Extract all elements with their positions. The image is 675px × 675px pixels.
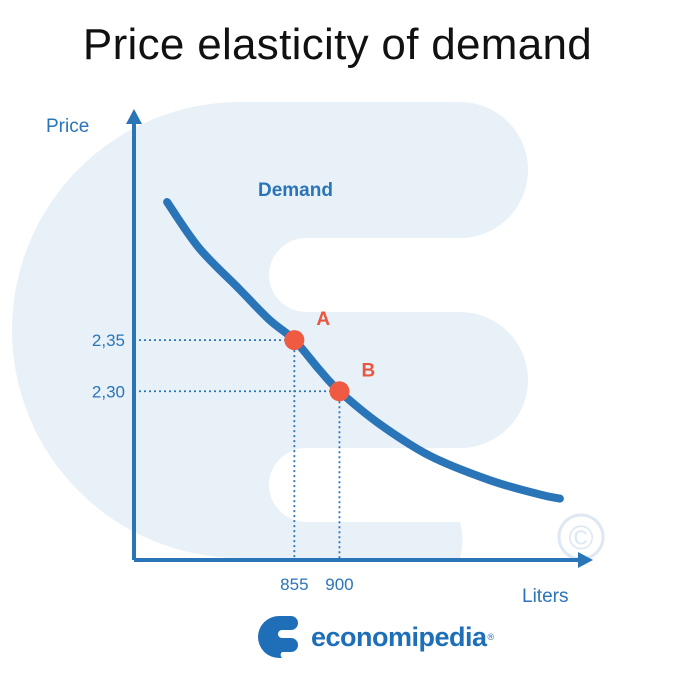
x-axis-arrow bbox=[578, 552, 593, 568]
y-tick-label: 2,30 bbox=[92, 382, 125, 401]
y-axis-label: Price bbox=[46, 116, 89, 137]
point-B bbox=[329, 381, 350, 402]
chart-title: Price elasticity of demand bbox=[82, 20, 593, 69]
demand-curve bbox=[163, 198, 564, 503]
watermark-logo: © bbox=[12, 102, 605, 561]
economipedia-logo-icon bbox=[258, 616, 298, 658]
axes bbox=[126, 109, 593, 568]
x-axis-label: Liters bbox=[522, 586, 568, 607]
guide-lines bbox=[134, 339, 341, 560]
x-tick-label: 855 bbox=[280, 575, 308, 594]
copyright-icon: © bbox=[568, 519, 593, 557]
brand-registered-mark: ® bbox=[487, 632, 495, 642]
point-A bbox=[284, 330, 305, 351]
point-label-A: A bbox=[316, 309, 330, 330]
point-label-B: B bbox=[361, 360, 375, 381]
y-axis-arrow bbox=[126, 109, 142, 124]
tick-labels: 2,35 855 2,30 900 bbox=[92, 331, 354, 594]
brand-name: economipedia bbox=[311, 621, 487, 652]
watermark-e-shape bbox=[12, 102, 528, 558]
data-points: AB bbox=[284, 309, 375, 402]
demand-series-label: Demand bbox=[258, 180, 333, 201]
y-tick-label: 2,35 bbox=[92, 331, 125, 350]
x-tick-label: 900 bbox=[325, 575, 353, 594]
brand: economipedia ® bbox=[255, 612, 494, 662]
